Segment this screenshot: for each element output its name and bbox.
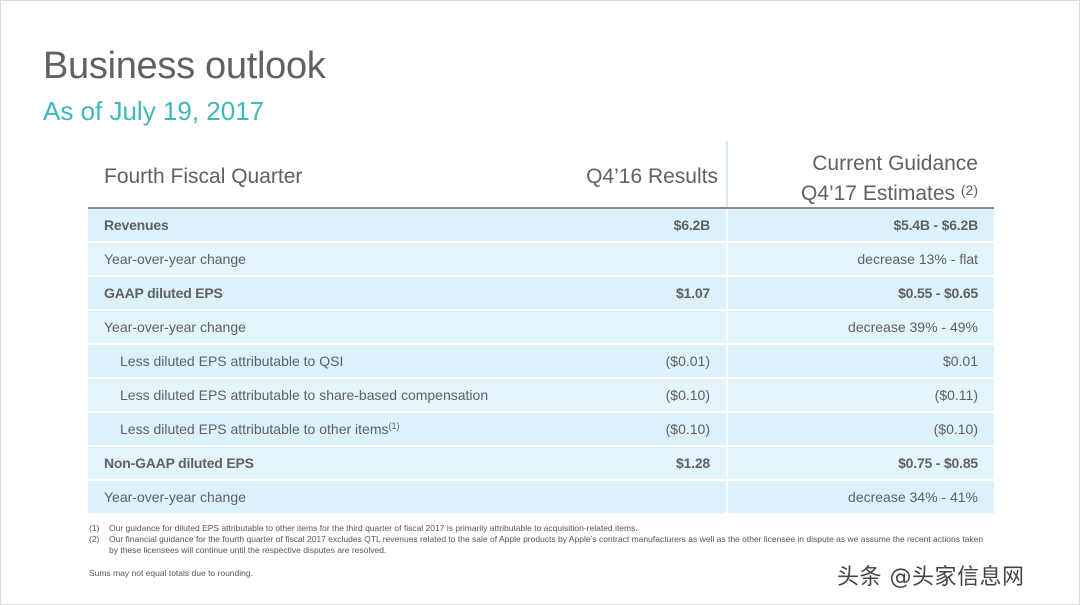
table-row: Year-over-year change decrease 13% - fla… — [88, 243, 994, 277]
footnote-text: Our financial guidance for the fourth qu… — [109, 534, 984, 555]
row-guidance-value: $0.01 — [942, 353, 978, 369]
row-guidance-value: decrease 34% - 41% — [848, 489, 978, 505]
row-footnote-ref: (1) — [388, 421, 400, 431]
row-label: Year-over-year change — [104, 489, 246, 505]
cell-divider — [726, 481, 728, 513]
row-label: GAAP diluted EPS — [104, 285, 223, 301]
row-label-text: Less diluted EPS attributable to other i… — [120, 421, 389, 437]
row-label: Less diluted EPS attributable to other i… — [120, 421, 399, 437]
row-q4-16-value: $6.2B — [673, 217, 711, 233]
table-row: Less diluted EPS attributable to share-b… — [88, 379, 994, 413]
footnote-text: Our guidance for diluted EPS attributabl… — [109, 523, 638, 533]
header-guidance-line2: Q4’17 Estimates (2) — [801, 177, 978, 207]
table-row: Less diluted EPS attributable to other i… — [88, 413, 994, 447]
row-guidance-value: ($0.11) — [934, 387, 978, 403]
cell-divider — [726, 413, 728, 445]
row-guidance-value: ($0.10) — [933, 421, 978, 437]
row-guidance-value: $0.55 - $0.65 — [898, 285, 978, 301]
row-label: Revenues — [104, 217, 169, 233]
row-q4-16-value: ($0.10) — [665, 387, 710, 403]
row-q4-16-value: ($0.01) — [665, 353, 710, 369]
footnotes: (1) Our guidance for diluted EPS attribu… — [89, 523, 989, 556]
cell-divider — [726, 243, 728, 275]
row-q4-16-value: $1.28 — [675, 455, 710, 471]
footnote-number: (2) — [89, 534, 100, 544]
cell-divider — [726, 379, 728, 411]
table-row: Year-over-year change decrease 39% - 49% — [88, 311, 994, 345]
page-subtitle: As of July 19, 2017 — [43, 96, 265, 126]
header-current-guidance: Current Guidance Q4’17 Estimates (2) — [801, 151, 978, 207]
cell-divider — [726, 447, 728, 479]
rounding-note: Sums may not equal totals due to roundin… — [89, 568, 253, 578]
header-guidance-footnote-ref: (2) — [960, 182, 978, 198]
cell-divider — [726, 277, 728, 309]
header-guidance-line1: Current Guidance — [812, 152, 978, 175]
page-title: Business outlook — [43, 45, 326, 87]
row-q4-16-value: ($0.10) — [665, 421, 710, 437]
cell-divider — [726, 209, 728, 241]
cell-divider — [726, 345, 728, 377]
header-q4-16-results: Q4’16 Results — [586, 165, 718, 188]
table-header: Fourth Fiscal Quarter Q4’16 Results Curr… — [88, 141, 994, 209]
header-fourth-fiscal-quarter: Fourth Fiscal Quarter — [104, 165, 303, 188]
watermark: 头条 @头家信息网 — [837, 565, 1025, 590]
footnote-number: (1) — [89, 523, 100, 533]
row-q4-16-value: $1.07 — [675, 285, 710, 301]
footnote: (1) Our guidance for diluted EPS attribu… — [89, 523, 989, 534]
footnote: (2) Our financial guidance for the fourt… — [89, 534, 989, 556]
row-label: Year-over-year change — [104, 251, 246, 267]
row-label: Non-GAAP diluted EPS — [104, 455, 254, 471]
row-label: Year-over-year change — [104, 319, 246, 335]
row-guidance-value: decrease 13% - flat — [857, 251, 978, 267]
cell-divider — [726, 311, 728, 343]
table-row: GAAP diluted EPS $1.07 $0.55 - $0.65 — [88, 277, 994, 311]
row-guidance-value: $0.75 - $0.85 — [898, 455, 978, 471]
table-row: Non-GAAP diluted EPS $1.28 $0.75 - $0.85 — [88, 447, 994, 481]
table-row: Year-over-year change decrease 34% - 41% — [88, 481, 994, 515]
row-label: Less diluted EPS attributable to QSI — [120, 353, 344, 369]
row-label: Less diluted EPS attributable to share-b… — [120, 387, 489, 403]
header-guidance-line2-text: Q4’17 Estimates — [800, 182, 956, 205]
row-guidance-value: $5.4B - $6.2B — [893, 217, 978, 233]
table-row: Less diluted EPS attributable to QSI ($0… — [88, 345, 994, 379]
outlook-table: Fourth Fiscal Quarter Q4’16 Results Curr… — [88, 141, 994, 515]
table-row: Revenues $6.2B $5.4B - $6.2B — [88, 209, 994, 243]
row-guidance-value: decrease 39% - 49% — [848, 319, 978, 335]
